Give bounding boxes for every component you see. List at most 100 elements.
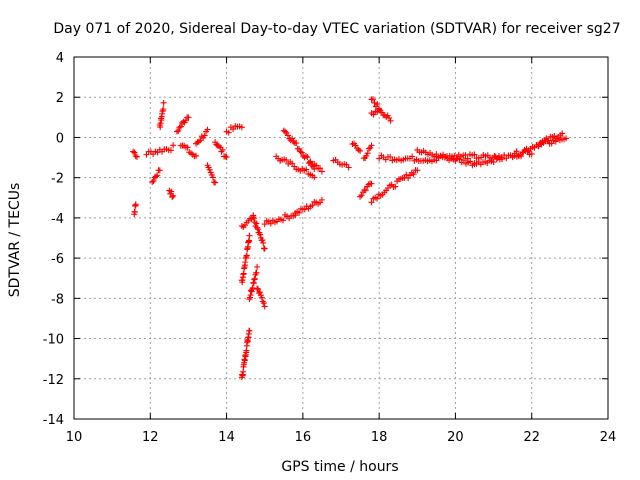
- data-point: [358, 192, 365, 199]
- data-point: [253, 220, 260, 227]
- data-point: [387, 117, 394, 124]
- data-point: [170, 142, 177, 149]
- data-point: [392, 183, 399, 190]
- data-point: [374, 101, 381, 108]
- data-point: [296, 145, 303, 152]
- data-point: [154, 172, 161, 179]
- data-point: [357, 147, 364, 154]
- data-point: [131, 149, 138, 156]
- data-point: [453, 155, 460, 162]
- data-point: [368, 142, 375, 149]
- y-tick-label: -10: [43, 333, 64, 348]
- data-point: [169, 194, 176, 201]
- data-point: [309, 202, 316, 209]
- data-points: [130, 96, 570, 381]
- y-tick-label: -4: [51, 212, 64, 227]
- data-point: [167, 147, 174, 154]
- x-tick-label: 16: [295, 430, 312, 445]
- data-point: [369, 96, 376, 103]
- data-point: [403, 171, 410, 178]
- data-point: [318, 168, 325, 175]
- data-point: [243, 252, 250, 259]
- data-point: [204, 126, 211, 133]
- data-point: [212, 179, 219, 186]
- y-axis-label: SDTVAR / TECUs: [7, 183, 23, 298]
- data-point: [462, 152, 469, 159]
- data-point: [249, 284, 256, 291]
- data-point: [376, 106, 383, 113]
- data-point: [513, 148, 520, 155]
- data-point: [302, 153, 309, 160]
- data-point: [260, 300, 267, 307]
- data-point: [363, 153, 370, 160]
- data-point: [185, 114, 192, 121]
- data-point: [260, 239, 267, 246]
- data-point: [222, 153, 229, 160]
- data-point: [251, 215, 258, 222]
- y-tick-label: -6: [51, 252, 64, 267]
- data-point: [490, 159, 497, 166]
- data-point: [304, 154, 311, 161]
- data-point: [132, 201, 139, 208]
- data-point: [464, 155, 471, 162]
- data-point: [289, 135, 296, 142]
- data-point: [201, 132, 208, 139]
- data-point: [499, 156, 506, 163]
- data-point: [254, 263, 261, 270]
- data-point: [364, 150, 371, 157]
- data-point: [283, 157, 290, 164]
- data-point: [240, 270, 247, 277]
- data-point: [131, 208, 138, 215]
- data-point: [357, 193, 364, 200]
- data-point: [365, 181, 372, 188]
- data-point: [467, 158, 474, 165]
- y-tick-label: -14: [43, 413, 64, 428]
- data-point: [349, 141, 356, 148]
- data-point: [133, 153, 140, 160]
- data-point: [409, 153, 416, 160]
- data-point: [173, 128, 180, 135]
- data-point: [303, 166, 310, 173]
- data-point: [261, 245, 268, 252]
- data-point: [143, 151, 150, 158]
- x-tick-label: 20: [447, 430, 464, 445]
- data-point: [368, 199, 375, 206]
- data-point: [257, 231, 264, 238]
- y-tick-label: -2: [51, 172, 64, 187]
- data-point: [259, 237, 266, 244]
- data-point: [170, 192, 177, 199]
- data-point: [374, 195, 381, 202]
- data-point: [387, 153, 394, 160]
- data-point: [362, 187, 369, 194]
- data-point: [371, 99, 378, 106]
- data-point: [261, 221, 268, 228]
- data-point: [280, 217, 287, 224]
- data-point: [284, 132, 291, 139]
- data-point: [293, 140, 300, 147]
- x-tick-label: 10: [66, 430, 83, 445]
- data-point: [225, 129, 232, 136]
- data-point: [261, 303, 268, 310]
- data-point: [156, 167, 163, 174]
- data-point: [414, 167, 421, 174]
- data-point: [559, 130, 566, 137]
- data-point: [250, 214, 257, 221]
- data-point: [130, 148, 137, 155]
- data-point: [410, 171, 417, 178]
- data-point: [238, 124, 245, 131]
- data-point: [258, 294, 265, 301]
- y-tick-label: -8: [51, 292, 64, 307]
- data-point: [317, 165, 324, 172]
- data-point: [290, 138, 297, 145]
- x-tick-label: 12: [142, 430, 159, 445]
- data-point: [376, 155, 383, 162]
- y-tick-label: 0: [56, 131, 64, 146]
- data-point: [176, 124, 183, 131]
- y-tick-label: 2: [56, 91, 64, 106]
- data-point: [292, 212, 299, 219]
- data-point: [175, 127, 182, 134]
- data-point: [345, 164, 352, 171]
- data-point: [253, 269, 260, 276]
- x-tick-label: 24: [600, 430, 617, 445]
